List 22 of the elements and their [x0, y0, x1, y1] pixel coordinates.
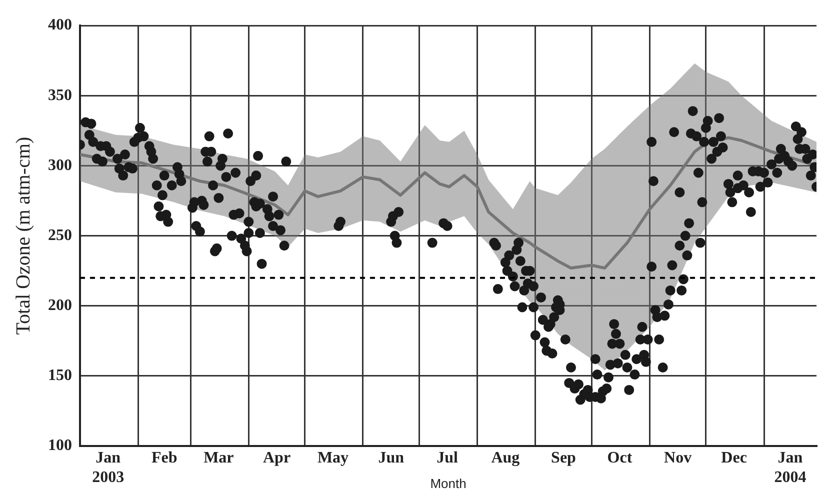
y-tick-label: 300 — [48, 156, 72, 174]
x-tick-label: Sep — [551, 450, 576, 467]
x-tick-label: Oct — [607, 450, 633, 467]
x-tick-label: Jul — [436, 450, 459, 467]
y-tick-label: 100 — [48, 437, 72, 454]
y-axis-title: Total Ozone (m atm-cm) — [12, 136, 34, 335]
y-tick-label: 200 — [48, 297, 72, 314]
x-tick-label: Aug — [491, 450, 520, 467]
x-tick-label: Dec — [721, 450, 747, 467]
x-tick-label: Jan 2004 — [774, 450, 806, 486]
x-tick-label: May — [317, 450, 349, 467]
y-tick-label: 150 — [48, 367, 72, 384]
x-tick-label: Mar — [204, 450, 234, 467]
x-tick-label: Feb — [151, 450, 178, 467]
y-tick-label: 250 — [48, 226, 72, 244]
y-tick-label: 400 — [48, 16, 72, 34]
x-axis-title: Month — [430, 476, 466, 491]
x-tick-label: Jan 2003 — [92, 450, 124, 486]
x-tick-label: Apr — [262, 450, 291, 467]
x-tick-label: Nov — [664, 450, 692, 467]
y-tick-label: 350 — [48, 86, 72, 104]
x-tick-label: Jun — [378, 450, 404, 467]
